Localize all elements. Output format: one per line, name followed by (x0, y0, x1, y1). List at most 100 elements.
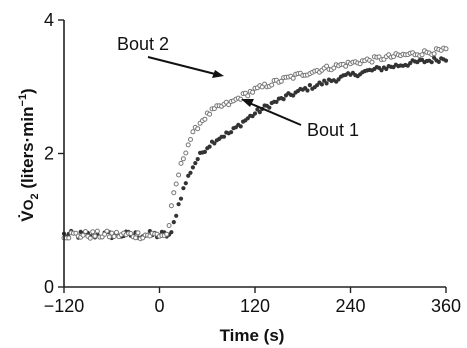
y-tick-label: 4 (44, 10, 54, 30)
data-point (290, 75, 296, 81)
y-axis-subscript: 2 (29, 193, 41, 199)
data-point (331, 65, 337, 71)
data-point (250, 89, 256, 95)
data-point (135, 230, 141, 236)
data-point (322, 78, 327, 83)
bout-2-label: Bout 2 (117, 34, 169, 54)
bout-1-arrowhead (241, 99, 254, 107)
data-point (90, 229, 96, 235)
data-point (419, 52, 425, 58)
data-point (133, 235, 139, 241)
y-axis-subscript-base: O (20, 199, 36, 210)
data-point (178, 160, 184, 166)
data-point (114, 229, 119, 235)
data-point (181, 186, 186, 191)
y-tick-label: 2 (44, 144, 54, 164)
data-point (307, 83, 312, 88)
series-layer (61, 45, 449, 242)
data-point (324, 81, 329, 86)
bout-1-arrow (246, 101, 302, 126)
x-tick-label: 240 (335, 296, 365, 316)
data-point (443, 46, 449, 52)
data-point (80, 232, 86, 238)
data-point (193, 161, 198, 166)
data-point (66, 235, 72, 241)
data-point (257, 110, 262, 115)
bout-2-arrowhead (212, 70, 224, 78)
data-point (180, 156, 186, 162)
data-point (176, 172, 182, 178)
data-point (168, 203, 174, 209)
data-point (106, 234, 112, 240)
data-point (92, 233, 98, 239)
data-point (171, 220, 176, 225)
x-tick-label: −120 (44, 296, 85, 316)
data-point (269, 82, 275, 88)
data-point (183, 181, 188, 186)
data-point (174, 213, 179, 218)
data-point (229, 130, 234, 135)
data-point (195, 157, 200, 162)
data-point (281, 97, 286, 102)
data-point (221, 134, 227, 139)
data-point (186, 173, 191, 178)
data-point (278, 78, 284, 84)
series-bout-2 (61, 45, 449, 242)
data-point (274, 99, 279, 104)
data-point (384, 66, 389, 72)
data-point (169, 230, 174, 235)
data-point (436, 59, 441, 64)
data-point (178, 196, 184, 201)
y-axis-units: (liters·min (18, 106, 37, 193)
y-tick-label: 0 (44, 277, 54, 297)
data-point (176, 202, 181, 207)
y-axis-title: V̇O2 (liters·min−1) (17, 88, 41, 221)
data-point (173, 181, 179, 187)
data-point (202, 116, 208, 122)
x-tick-label: 0 (154, 296, 164, 316)
data-point (83, 229, 88, 234)
data-point (319, 82, 324, 87)
data-point (408, 61, 413, 66)
data-point (188, 170, 193, 175)
data-point (245, 93, 251, 99)
data-point (166, 223, 172, 228)
data-point (87, 235, 93, 241)
data-point (379, 68, 384, 73)
data-point (164, 231, 170, 237)
data-point (252, 111, 258, 116)
data-point (267, 105, 272, 110)
data-point (111, 234, 117, 239)
x-axis-title: Time (s) (220, 326, 285, 345)
data-point (109, 230, 115, 236)
bout-1-label: Bout 1 (307, 120, 359, 140)
data-point (291, 93, 296, 98)
y-axis-exponent: −1 (17, 94, 29, 107)
data-point (431, 51, 437, 57)
data-point (195, 126, 201, 132)
x-tick-label: 360 (431, 296, 461, 316)
data-point (207, 144, 212, 149)
data-point (226, 102, 232, 108)
data-point (343, 63, 349, 69)
bout-2-arrow (147, 56, 220, 76)
data-point (94, 228, 100, 234)
data-point (324, 63, 330, 69)
data-point (183, 150, 189, 156)
data-point (429, 60, 434, 65)
data-point (190, 165, 195, 170)
data-point (443, 58, 449, 63)
data-point (207, 111, 213, 117)
y-axis-symbol: V̇ (18, 210, 37, 222)
data-point (128, 231, 134, 236)
data-point (104, 228, 110, 234)
y-axis-units-close: ) (18, 88, 37, 94)
data-point (171, 190, 177, 196)
data-point (369, 59, 375, 65)
series-bout-1 (61, 55, 449, 241)
data-point (185, 142, 191, 148)
data-point (238, 124, 243, 129)
data-point (188, 137, 193, 142)
